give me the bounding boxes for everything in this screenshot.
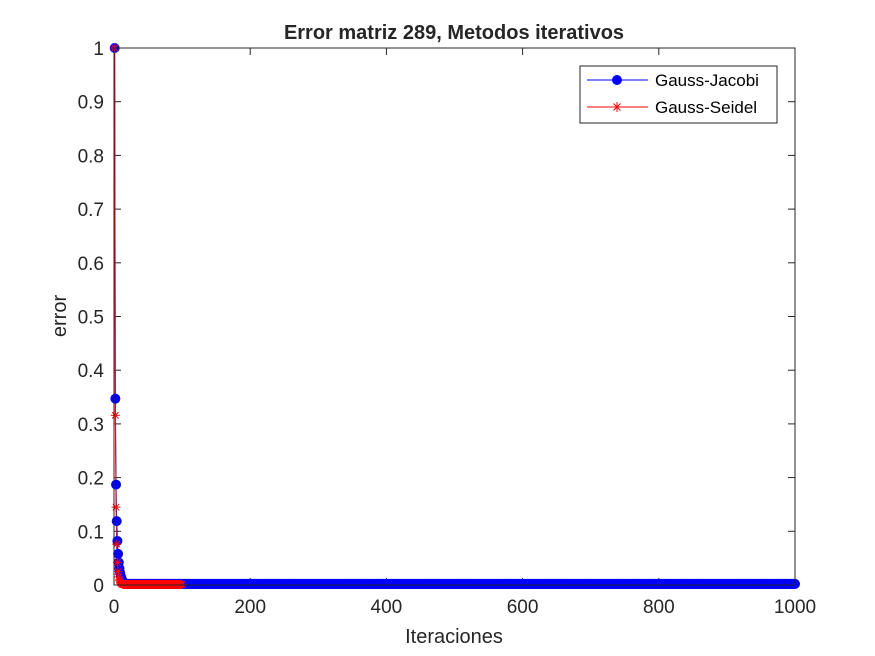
legend-label-gauss-jacobi: Gauss-Jacobi bbox=[655, 71, 759, 90]
data-point bbox=[111, 479, 122, 490]
x-tick-label: 400 bbox=[371, 597, 403, 618]
x-tick-label: 1000 bbox=[774, 597, 816, 618]
y-tick-label: 0.4 bbox=[78, 361, 105, 382]
x-tick-label: 600 bbox=[507, 597, 539, 618]
series-markers bbox=[109, 43, 800, 589]
x-tick-label: 800 bbox=[643, 597, 675, 618]
data-point bbox=[110, 393, 121, 404]
data-point bbox=[177, 579, 187, 589]
y-tick-label: 0.1 bbox=[78, 522, 104, 543]
legend-entry-gauss-seidel: Gauss-Seidel bbox=[587, 98, 757, 117]
legend-marker-gauss-jacobi bbox=[612, 75, 622, 85]
y-tick-label: 0.7 bbox=[78, 200, 104, 221]
legend-entry-gauss-jacobi: Gauss-Jacobi bbox=[587, 71, 759, 90]
x-tick-label: 200 bbox=[234, 597, 266, 618]
x-tick-label: 0 bbox=[109, 597, 120, 618]
y-tick-label: 0.2 bbox=[78, 469, 104, 490]
y-tick-label: 0.9 bbox=[78, 93, 104, 114]
y-tick-label: 1 bbox=[93, 39, 104, 60]
axis-ticks: 0 200 400 600 800 1000 0 0.1 0.2 0.3 0.4 0.5 0.6 0.7 0… bbox=[78, 39, 817, 618]
data-point bbox=[111, 516, 122, 527]
y-tick-label: 0.3 bbox=[78, 415, 104, 436]
series-points-gauss-seidel bbox=[110, 43, 187, 589]
y-axis-label: error bbox=[49, 295, 71, 338]
x-axis-label: Iteraciones bbox=[405, 626, 503, 648]
legend-box bbox=[579, 65, 778, 124]
plot-area bbox=[114, 48, 795, 585]
y-tick-label: 0.5 bbox=[78, 308, 104, 329]
data-point bbox=[111, 502, 121, 512]
data-point bbox=[110, 410, 120, 420]
plot-frame bbox=[113, 47, 796, 586]
y-tick-label: 0.6 bbox=[78, 254, 104, 275]
legend-label-gauss-seidel: Gauss-Seidel bbox=[655, 98, 757, 117]
chart-title: Error matriz 289, Metodos iterativos bbox=[284, 22, 624, 44]
legend-marker-gauss-seidel bbox=[612, 102, 622, 112]
y-tick-label: 0.8 bbox=[78, 146, 104, 167]
y-tick-label: 0 bbox=[93, 576, 104, 597]
data-point bbox=[113, 548, 124, 559]
data-point bbox=[112, 535, 123, 546]
legend: Gauss-Jacobi Gauss-Seidel bbox=[579, 65, 778, 124]
